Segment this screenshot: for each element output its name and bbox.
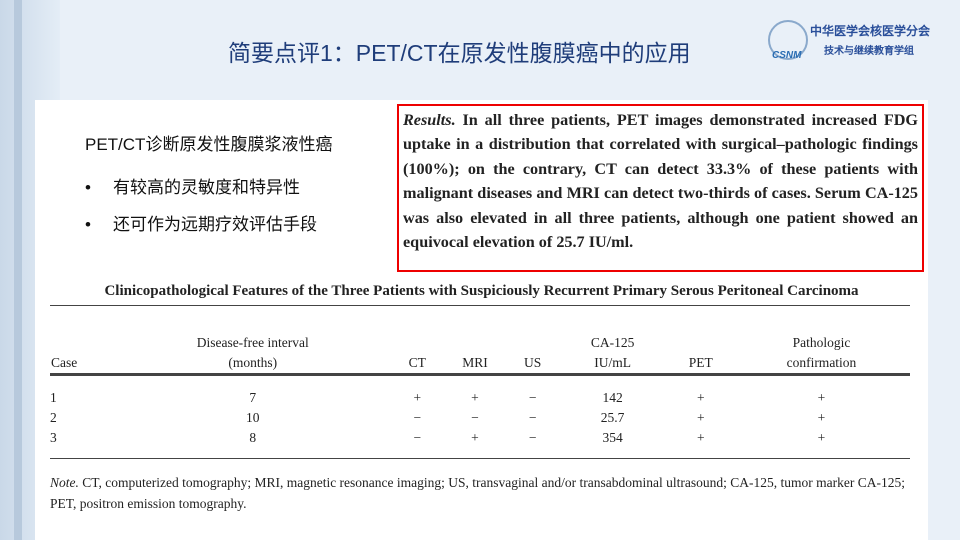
header-line — [51, 333, 111, 353]
table-cell: 1 — [50, 390, 57, 405]
table-cell: − — [528, 410, 537, 425]
column-header: MRI — [441, 324, 509, 374]
header-line: Disease-free interval — [196, 335, 309, 350]
header-line: Case — [51, 355, 78, 370]
column-header: CT — [393, 324, 441, 374]
table-cell: + — [817, 430, 826, 445]
column-header: PET — [669, 324, 733, 374]
header-line: US — [524, 355, 542, 370]
table-cell: 354 — [602, 430, 623, 445]
table-cell: 7 — [249, 390, 257, 405]
table-rule-bottom — [50, 458, 910, 459]
table-cell: 10 — [245, 410, 260, 425]
left-heading: PET/CT诊断原发性腹膜浆液性癌 — [85, 135, 333, 154]
bullet-item: • 还可作为远期疗效评估手段 — [85, 210, 317, 235]
table-cell: − — [413, 430, 422, 445]
table-caption: Clinicopathological Features of the Thre… — [104, 283, 859, 299]
header-line — [510, 333, 556, 353]
logo-line2: 技术与继续教育学组 — [824, 46, 914, 57]
csnm-logo: CSNM 中华医学会核医学分会 技术与继续教育学组 — [762, 16, 957, 76]
table-cell: − — [528, 390, 537, 405]
table-note: Note. CT, computerized tomography; MRI, … — [50, 472, 910, 514]
table-rule-header — [50, 373, 910, 376]
table-cell: + — [817, 410, 826, 425]
results-text: In all three patients, PET images demons… — [403, 111, 918, 252]
column-header: Case — [50, 324, 112, 374]
note-text: CT, computerized tomography; MRI, magnet… — [50, 475, 905, 511]
header-line — [670, 333, 732, 353]
header-line: (months) — [228, 355, 278, 370]
bamboo-stalk — [14, 0, 22, 540]
table-cell: − — [528, 430, 537, 445]
column-header: Pathologic confirmation — [733, 324, 910, 374]
logo-line1: 中华医学会核医学分会 — [810, 24, 931, 38]
logo-mark: CSNM — [772, 50, 802, 61]
table-row: 1 7 + + − 142 + + — [50, 388, 910, 408]
column-header: Disease-free interval (months) — [112, 324, 393, 374]
table-cell: + — [413, 390, 422, 405]
bullet-item: • 有较高的灵敏度和特异性 — [85, 173, 300, 198]
table-cell: + — [697, 410, 705, 425]
table-cell: + — [697, 390, 705, 405]
bullet-text: 还可作为远期疗效评估手段 — [113, 215, 317, 234]
header-line: CA-125 — [590, 335, 635, 350]
table-cell: − — [471, 410, 479, 425]
note-label: Note. — [50, 475, 79, 490]
table-cell: + — [471, 390, 479, 405]
header-line — [442, 333, 508, 353]
table-row: 3 8 − + − 354 + + — [50, 428, 910, 448]
header-line: PET — [688, 355, 713, 370]
header-line: CT — [408, 355, 426, 370]
table-cell: 142 — [602, 390, 623, 405]
column-header: CA-125 IU/mL — [556, 324, 668, 374]
table-cell: 3 — [50, 430, 57, 445]
table-cell: 25.7 — [600, 410, 625, 425]
column-header: US — [509, 324, 557, 374]
table-cell: 8 — [249, 430, 257, 445]
results-excerpt: Results. In all three patients, PET imag… — [397, 104, 924, 272]
table-cell: + — [817, 390, 826, 405]
table-rule-top — [50, 305, 910, 306]
header-line — [394, 333, 440, 353]
header-line: Pathologic — [792, 335, 851, 350]
bullet-icon: • — [85, 178, 91, 197]
table-cell: + — [471, 430, 479, 445]
bullet-icon: • — [85, 215, 91, 234]
table-cell: + — [697, 430, 705, 445]
bullet-text: 有较高的灵敏度和特异性 — [113, 178, 300, 197]
clinicopathological-table: Case Disease-free interval (months) CT MRI… — [50, 324, 910, 448]
results-label: Results. — [403, 111, 456, 129]
header-line: MRI — [462, 355, 488, 370]
slide-title: 简要点评1：PET/CT在原发性腹膜癌中的应用 — [228, 40, 691, 66]
header-line: IU/mL — [594, 355, 631, 370]
header-line: confirmation — [786, 355, 857, 370]
table-row: 2 10 − − − 25.7 + + — [50, 408, 910, 428]
atom-icon — [768, 20, 808, 60]
table-cell: − — [413, 410, 422, 425]
table-cell: 2 — [50, 410, 57, 425]
